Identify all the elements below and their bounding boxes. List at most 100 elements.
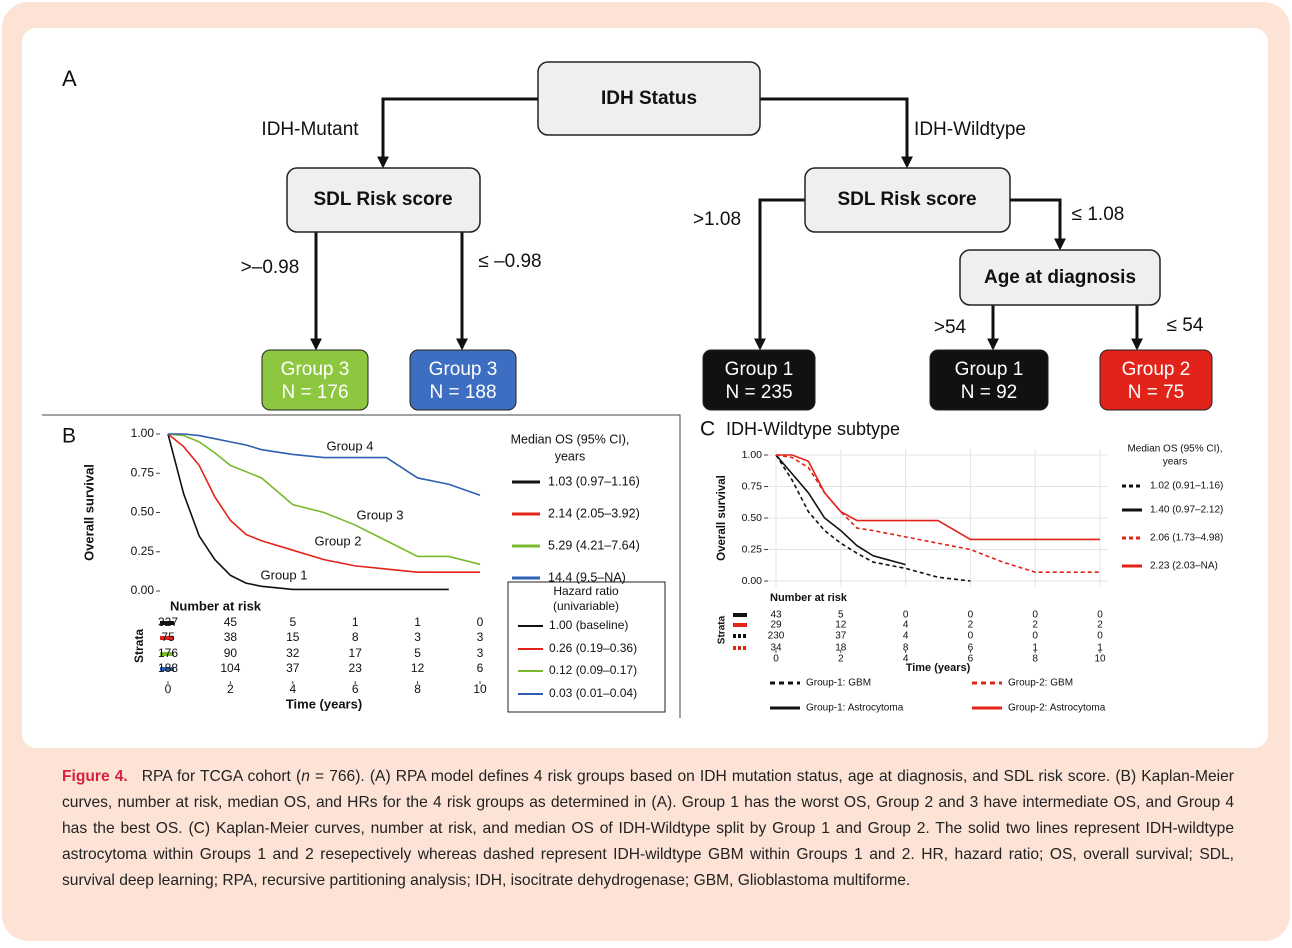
risk-count: 4 bbox=[903, 631, 909, 642]
legend-label: 0.03 (0.01–0.04) bbox=[549, 686, 637, 700]
risk-count: 3 bbox=[477, 630, 484, 644]
curve-annotation: Group 2 bbox=[315, 533, 362, 548]
risk-count: 17 bbox=[349, 646, 363, 660]
hr-box bbox=[507, 581, 666, 713]
risk-count: 29 bbox=[770, 620, 782, 631]
node-box bbox=[804, 167, 1011, 233]
risk-count: 104 bbox=[220, 661, 240, 675]
leaf-label: Group 1 bbox=[955, 359, 1024, 380]
caption-text: n bbox=[301, 768, 310, 785]
y-tick-label: 0.75 bbox=[742, 480, 763, 492]
legend-label: Group-1: Astrocytoma bbox=[806, 703, 904, 714]
risk-count: 8 bbox=[352, 630, 359, 644]
edge-label: ≤ 54 bbox=[1167, 315, 1204, 336]
edge-label: >1.08 bbox=[693, 209, 741, 230]
risk-count: 327 bbox=[158, 615, 178, 629]
risk-count: 1 bbox=[352, 615, 359, 629]
curve-annotation: Group 4 bbox=[327, 438, 374, 453]
panel bbox=[22, 28, 1268, 748]
node-label: SDL Risk score bbox=[313, 189, 452, 210]
caption-text: RPA for TCGA cohort ( bbox=[141, 768, 302, 785]
risk-count: 5 bbox=[289, 615, 296, 629]
risk-count: 6 bbox=[968, 643, 974, 654]
edge-label: >54 bbox=[934, 317, 967, 338]
risk-count: 0 bbox=[1032, 610, 1038, 621]
risk-count: 2 bbox=[1032, 620, 1038, 631]
risk-count: 230 bbox=[768, 631, 785, 642]
survival-curve bbox=[775, 454, 971, 582]
node-box bbox=[537, 61, 761, 136]
survival-curve bbox=[167, 433, 480, 573]
edge-label: ≤ –0.98 bbox=[478, 251, 541, 272]
risk-count: 0 bbox=[968, 631, 974, 642]
node-box bbox=[959, 249, 1161, 306]
leaf-label: Group 2 bbox=[1122, 359, 1191, 380]
survival-curve bbox=[776, 454, 1100, 541]
legend-title: years bbox=[1163, 457, 1187, 468]
risk-count: 4 bbox=[903, 620, 909, 631]
leaf-count: N = 188 bbox=[429, 382, 496, 403]
caption-text: = 766). (A) RPA model defines 4 risk gro… bbox=[62, 768, 1234, 889]
legend-title: Hazard ratio bbox=[553, 584, 619, 598]
x-tick-label: 8 bbox=[1032, 654, 1038, 665]
y-axis-label: Overall survival bbox=[81, 464, 96, 561]
legend-label: 0.12 (0.09–0.17) bbox=[549, 663, 637, 677]
leaf-count: N = 176 bbox=[281, 382, 348, 403]
risk-count: 2 bbox=[968, 620, 974, 631]
legend-label: Group-2: Astrocytoma bbox=[1008, 703, 1106, 714]
x-axis-label: Time (years) bbox=[286, 696, 362, 711]
risk-count: 0 bbox=[1097, 610, 1103, 621]
risk-count: 176 bbox=[158, 646, 178, 660]
legend-title: Median OS (95% CI), bbox=[511, 432, 630, 446]
legend-label: 1.40 (0.97–2.12) bbox=[1150, 505, 1223, 516]
y-tick-label: 0.25 bbox=[131, 544, 155, 558]
node-label: Age at diagnosis bbox=[984, 267, 1136, 288]
leaf-label: Group 3 bbox=[429, 359, 498, 380]
risk-count: 18 bbox=[835, 643, 847, 654]
risk-count: 90 bbox=[224, 646, 238, 660]
risk-count: 0 bbox=[903, 610, 909, 621]
risk-count: 1 bbox=[1097, 643, 1103, 654]
risk-count: 34 bbox=[770, 643, 782, 654]
panel-label: C bbox=[700, 418, 715, 441]
x-axis-label: Time (years) bbox=[906, 662, 971, 674]
risk-count: 1 bbox=[414, 615, 421, 629]
x-tick-label: 2 bbox=[838, 654, 844, 665]
survival-curve bbox=[168, 433, 481, 496]
risk-count: 12 bbox=[835, 620, 847, 631]
edge-label: IDH-Mutant bbox=[261, 119, 359, 140]
leaf-count: N = 235 bbox=[725, 382, 792, 403]
leaf-box bbox=[1099, 349, 1213, 411]
panel-border bbox=[42, 414, 681, 718]
chart-title: IDH-Wildtype subtype bbox=[726, 419, 900, 439]
risk-count: 37 bbox=[286, 661, 300, 675]
risk-count: 0 bbox=[477, 615, 484, 629]
curve-annotation: Group 1 bbox=[261, 567, 308, 582]
x-tick-label: 4 bbox=[289, 682, 296, 696]
x-tick-label: 2 bbox=[227, 682, 234, 696]
y-tick-label: 0.00 bbox=[131, 583, 155, 597]
legend-label: 1.02 (0.91–1.16) bbox=[1150, 481, 1223, 492]
leaf-label: Group 3 bbox=[281, 359, 350, 380]
risk-strata-label: Strata bbox=[132, 629, 146, 663]
risk-count: 5 bbox=[838, 610, 844, 621]
risk-strata-label: Strata bbox=[717, 615, 728, 644]
survival-curve bbox=[167, 433, 481, 566]
legend-label: 14.4 (9.5–NA) bbox=[548, 570, 626, 584]
survival-curve bbox=[775, 454, 906, 566]
node-label: IDH Status bbox=[601, 88, 697, 109]
edge-label: IDH-Wildtype bbox=[914, 119, 1026, 140]
x-tick-label: 0 bbox=[165, 682, 172, 696]
risk-count: 3 bbox=[414, 630, 421, 644]
survival-curve bbox=[167, 433, 449, 591]
y-tick-label: 1.00 bbox=[131, 426, 155, 440]
x-tick-label: 10 bbox=[473, 682, 487, 696]
edge-label: >–0.98 bbox=[241, 257, 300, 278]
legend-label: 2.06 (1.73–4.98) bbox=[1150, 533, 1223, 544]
risk-count: 6 bbox=[477, 661, 484, 675]
legend-label: 1.00 (baseline) bbox=[549, 618, 628, 632]
x-tick-label: 6 bbox=[352, 682, 359, 696]
